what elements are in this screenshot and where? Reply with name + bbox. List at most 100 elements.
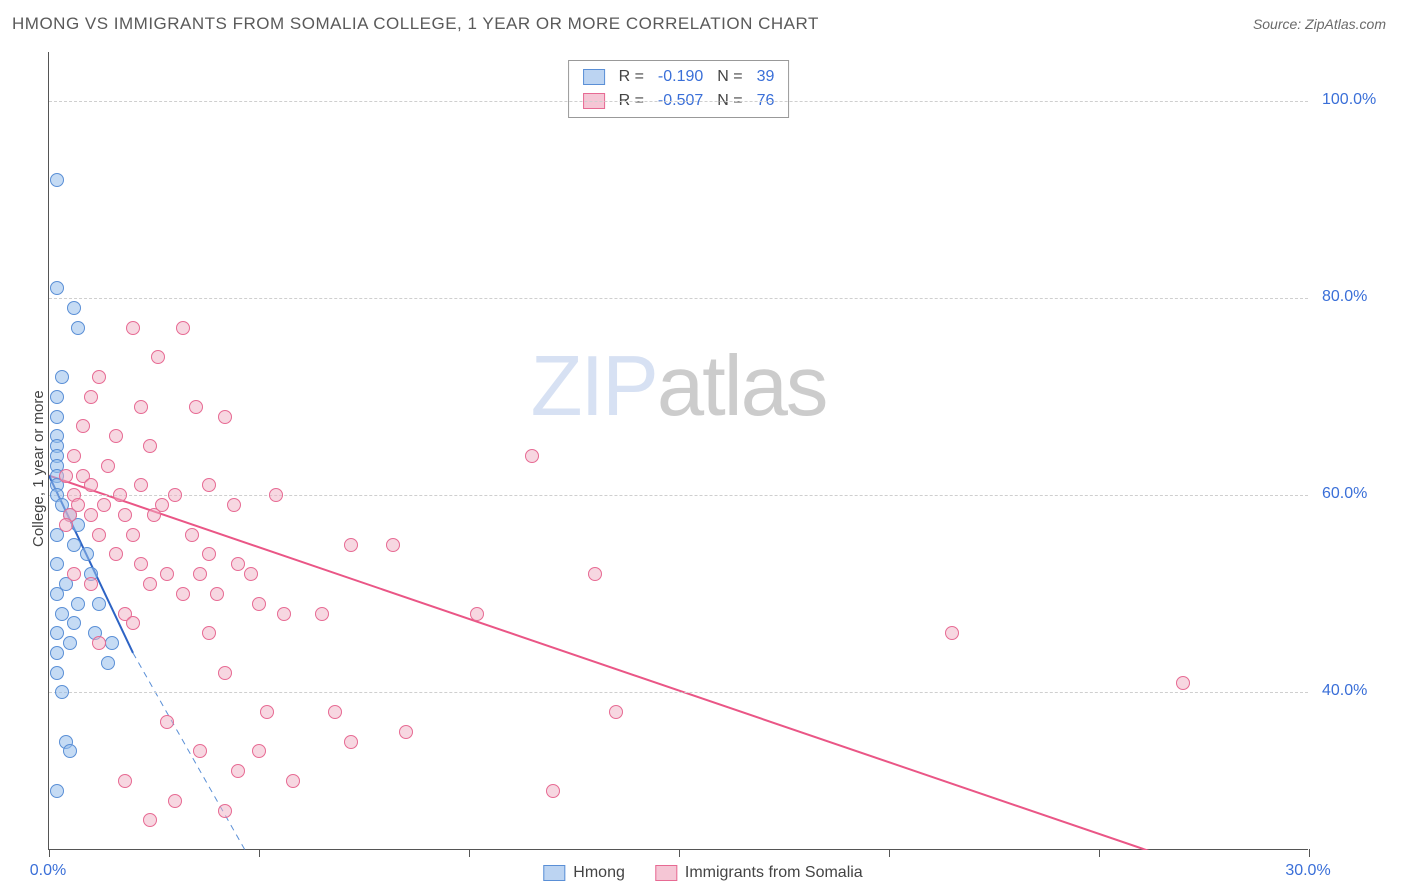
somalia-point	[546, 784, 560, 798]
y-axis-label: College, 1 year or more	[30, 390, 47, 547]
somalia-point	[252, 597, 266, 611]
somalia-point	[218, 804, 232, 818]
somalia-point	[97, 498, 111, 512]
somalia-point	[252, 744, 266, 758]
hmong-point	[71, 321, 85, 335]
x-tick	[259, 849, 260, 857]
somalia-point	[218, 410, 232, 424]
hmong-point	[71, 597, 85, 611]
x-tick	[1099, 849, 1100, 857]
somalia-point	[1176, 676, 1190, 690]
somalia-point	[118, 508, 132, 522]
hmong-point	[63, 744, 77, 758]
somalia-point	[160, 715, 174, 729]
legend-swatch	[583, 69, 605, 85]
somalia-point	[470, 607, 484, 621]
grid-line	[49, 692, 1308, 693]
somalia-point	[260, 705, 274, 719]
somalia-point	[76, 419, 90, 433]
legend-swatch	[543, 865, 565, 881]
y-tick-label: 60.0%	[1322, 485, 1402, 503]
somalia-point	[193, 744, 207, 758]
somalia-point	[277, 607, 291, 621]
somalia-point	[168, 794, 182, 808]
somalia-point	[609, 705, 623, 719]
hmong-point	[50, 587, 64, 601]
hmong-point	[50, 626, 64, 640]
y-tick-label: 80.0%	[1322, 288, 1402, 306]
somalia-point	[147, 508, 161, 522]
hmong-point	[55, 370, 69, 384]
watermark-zip: ZIP	[531, 339, 657, 434]
hmong-point	[92, 597, 106, 611]
somalia-point	[160, 567, 174, 581]
somalia-point	[315, 607, 329, 621]
somalia-point	[67, 567, 81, 581]
somalia-point	[143, 439, 157, 453]
hmong-point	[67, 301, 81, 315]
somalia-point	[118, 774, 132, 788]
y-tick-label: 100.0%	[1322, 91, 1402, 109]
grid-line	[49, 101, 1308, 102]
legend-n-value: 39	[757, 65, 775, 89]
somalia-point	[113, 488, 127, 502]
somalia-point	[202, 626, 216, 640]
hmong-point	[55, 685, 69, 699]
grid-line	[49, 495, 1308, 496]
somalia-point	[101, 459, 115, 473]
legend-r-label: R =	[619, 65, 644, 89]
hmong-point	[50, 557, 64, 571]
somalia-point	[84, 508, 98, 522]
x-tick	[469, 849, 470, 857]
somalia-point	[344, 735, 358, 749]
source-attribution: Source: ZipAtlas.com	[1253, 16, 1386, 32]
hmong-point	[67, 616, 81, 630]
somalia-point	[134, 478, 148, 492]
x-tick	[49, 849, 50, 857]
somalia-point	[126, 528, 140, 542]
legend-label: Hmong	[573, 864, 625, 882]
legend-row: R =-0.190N =39	[583, 65, 775, 89]
hmong-point	[105, 636, 119, 650]
somalia-point	[126, 321, 140, 335]
somalia-point	[525, 449, 539, 463]
somalia-point	[244, 567, 258, 581]
grid-line	[49, 298, 1308, 299]
plot-area: ZIPatlas R =-0.190N =39R =-0.507N =76	[48, 52, 1308, 850]
watermark-atlas: atlas	[657, 339, 827, 434]
somalia-point	[92, 370, 106, 384]
somalia-point	[84, 390, 98, 404]
somalia-point	[945, 626, 959, 640]
somalia-point	[134, 557, 148, 571]
hmong-point	[50, 281, 64, 295]
somalia-point	[168, 488, 182, 502]
somalia-point	[218, 666, 232, 680]
somalia-point	[344, 538, 358, 552]
somalia-point	[84, 478, 98, 492]
x-tick	[679, 849, 680, 857]
somalia-point	[386, 538, 400, 552]
hmong-point	[63, 636, 77, 650]
legend-item: Immigrants from Somalia	[655, 864, 863, 882]
somalia-point	[286, 774, 300, 788]
somalia-point	[143, 577, 157, 591]
somalia-point	[588, 567, 602, 581]
somalia-point	[231, 557, 245, 571]
x-tick-label: 0.0%	[30, 862, 66, 880]
hmong-point	[50, 410, 64, 424]
somalia-point	[109, 547, 123, 561]
series-legend: Hmong Immigrants from Somalia	[543, 864, 862, 882]
hmong-point	[55, 607, 69, 621]
y-tick-label: 40.0%	[1322, 682, 1402, 700]
somalia-point	[328, 705, 342, 719]
somalia-point	[92, 528, 106, 542]
x-tick	[1309, 849, 1310, 857]
somalia-point	[126, 616, 140, 630]
correlation-legend: R =-0.190N =39R =-0.507N =76	[568, 60, 790, 118]
hmong-point	[80, 547, 94, 561]
somalia-point	[143, 813, 157, 827]
hmong-point	[50, 666, 64, 680]
legend-n-label: N =	[717, 65, 742, 89]
legend-swatch	[655, 865, 677, 881]
somalia-point	[189, 400, 203, 414]
